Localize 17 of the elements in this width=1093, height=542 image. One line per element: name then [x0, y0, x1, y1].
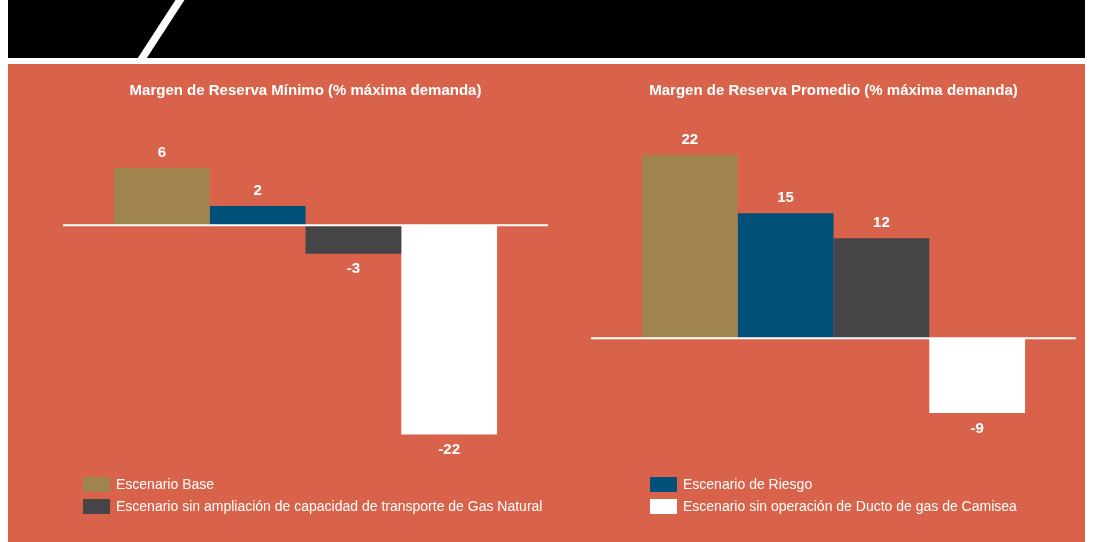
legend-label: Escenario de Riesgo [682, 475, 814, 494]
legend-label: Escenario Base [115, 475, 216, 494]
legend-label: Escenario sin ampliación de capacidad de transporte de Gas Natural [115, 497, 544, 516]
data-label: 12 [873, 212, 890, 230]
data-label: 6 [157, 142, 166, 160]
chart-title: Margen de Reserva Mínimo (% máxima demanda) [129, 81, 482, 99]
data-label: 22 [681, 129, 699, 147]
legend-label: Escenario sin operación de Ducto de gas de Camisea [682, 497, 1017, 516]
chart-title: Margen de Reserva Promedio (% máxima demanda) [649, 81, 1018, 99]
bar [737, 213, 834, 339]
data-label: -3 [346, 259, 361, 277]
data-label: -9 [970, 418, 984, 436]
bar [641, 154, 738, 339]
data-label: 2 [253, 180, 262, 198]
bar [833, 238, 930, 339]
data-label: 15 [777, 187, 794, 205]
data-label: -22 [438, 440, 461, 458]
